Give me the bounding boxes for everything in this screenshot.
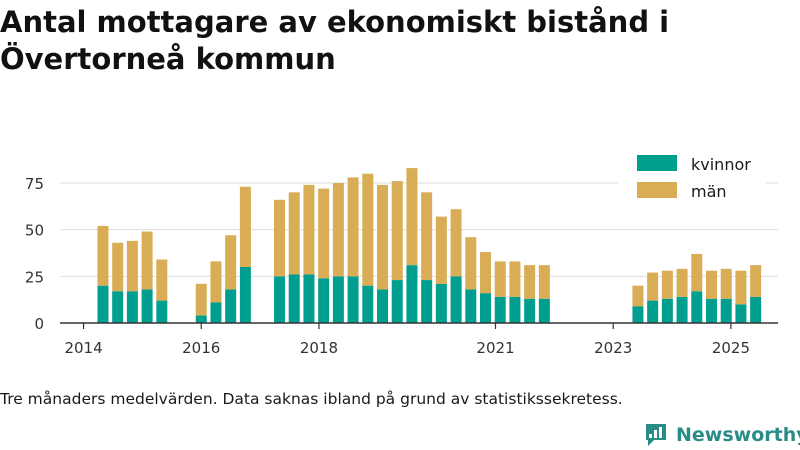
legend-swatch-man [637,182,677,198]
bar-kvinnor [465,289,477,323]
bar-kvinnor [225,289,237,323]
bar-kvinnor [406,265,418,323]
bar-man [112,242,124,292]
bar-kvinnor [450,276,462,323]
bar-man [347,177,359,277]
bar-kvinnor [647,300,659,323]
bar-kvinnor [538,298,550,323]
bar-kvinnor [195,315,207,323]
bar-kvinnor [524,298,536,323]
bar-kvinnor [735,304,747,323]
bar-man [524,265,536,299]
bar-man [705,270,717,299]
bar-kvinnor [421,280,433,323]
bar-kvinnor [318,278,330,323]
bar-kvinnor [509,296,521,323]
bar-man [210,261,222,303]
legend-label-man: män [691,182,727,201]
bar-man [538,265,550,299]
bar-kvinnor [720,298,732,323]
bar-kvinnor [362,285,374,323]
bar-man [362,173,374,286]
bar-kvinnor [494,296,506,323]
bar-kvinnor [210,302,222,323]
bar-man [750,265,762,297]
bar-kvinnor [274,276,286,323]
legend: kvinnor män [618,150,766,206]
bar-kvinnor [156,300,168,323]
bar-man [195,283,207,316]
bar-man [239,186,251,267]
x-tick-label: 2018 [300,339,338,357]
x-axis: 2014 2016 2018 2021 2023 2025 [60,322,778,357]
bar-man [318,188,330,279]
y-tick-label: 0 [34,315,44,333]
bar-man [691,253,703,292]
bar-man [141,231,153,290]
bar-kvinnor [97,285,109,323]
x-tick-label: 2025 [712,339,750,357]
bars [97,168,762,323]
y-tick-label: 50 [25,222,44,240]
bar-kvinnor [676,296,688,323]
brand-logo: Newsworthy [644,420,800,450]
brand-name: Newsworthy [676,424,800,446]
bar-man [377,184,389,290]
chart-title: Antal mottagare av ekonomiskt bistånd i … [0,5,670,76]
stacked-bar-chart: 2014 2016 2018 2021 2023 2025 0 25 50 75 kvinnor… [24,150,778,357]
bar-man [126,240,138,292]
bar-man [509,261,521,297]
newsworthy-logo-icon [646,424,666,446]
bar-kvinnor [303,274,315,323]
y-tick-label: 25 [25,268,44,286]
bar-man [391,181,403,281]
bar-kvinnor [141,289,153,323]
bar-man [406,168,418,266]
bar-man [661,270,673,299]
y-tick-label: 75 [25,175,44,193]
bar-kvinnor [288,274,300,323]
bar-kvinnor [661,298,673,323]
bar-kvinnor [391,280,403,323]
bar-kvinnor [480,293,492,323]
bar-man [421,192,433,281]
bar-man [97,225,109,286]
bar-kvinnor [750,296,762,323]
bar-man [465,237,477,290]
bar-kvinnor [705,298,717,323]
bar-kvinnor [377,289,389,323]
bar-kvinnor [112,291,124,323]
bar-man [156,259,168,301]
bar-man [632,285,644,307]
bar-man [480,252,492,294]
bar-man [435,216,447,284]
bar-kvinnor [239,267,251,323]
bar-man [332,183,344,277]
bar-man [494,261,506,297]
bar-man [450,209,462,277]
x-tick-label: 2016 [182,339,220,357]
bar-kvinnor [632,306,644,323]
x-tick-label: 2021 [476,339,514,357]
bar-man [303,184,315,275]
bar-man [676,268,688,297]
bar-kvinnor [347,276,359,323]
bar-kvinnor [332,276,344,323]
x-tick-label: 2023 [594,339,632,357]
x-tick-label: 2014 [64,339,102,357]
bar-kvinnor [691,291,703,323]
bar-kvinnor [126,291,138,323]
y-axis-ticks: 0 25 50 75 [25,175,44,333]
bar-kvinnor [435,283,447,323]
legend-swatch-kvinnor [637,155,677,171]
bar-man [720,268,732,299]
legend-label-kvinnor: kvinnor [691,155,751,174]
bar-man [735,270,747,305]
bar-man [647,272,659,301]
footnote: Tre månaders medelvärden. Data saknas ib… [0,390,623,408]
bar-man [225,235,237,290]
bar-man [288,192,300,275]
bar-man [274,199,286,277]
